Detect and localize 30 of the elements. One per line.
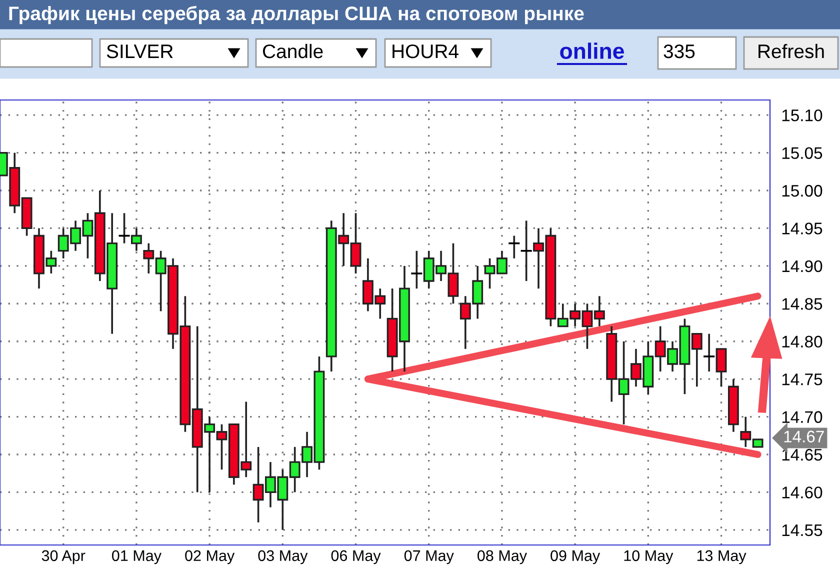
- x-tick-label: 30 Apr: [42, 550, 86, 564]
- x-tick-label: 02 May: [185, 550, 235, 564]
- text: 14.67: [784, 430, 824, 442]
- text: Refresh: [758, 44, 824, 58]
- y-tick-label: 14.85: [782, 298, 822, 310]
- x-tick-label: 03 May: [258, 550, 308, 564]
- y-tick-label: 15.10: [782, 109, 822, 122]
- text: online: [560, 42, 624, 59]
- x-tick-label: 01 May: [112, 550, 162, 564]
- x-tick-label: 10 May: [624, 550, 674, 564]
- y-tick-label: 14.95: [782, 222, 822, 234]
- y-tick-label: 14.70: [782, 411, 822, 423]
- y-tick-label: 14.75: [782, 374, 822, 386]
- x-tick-label: 08 May: [478, 550, 527, 564]
- y-tick-label: 15.00: [782, 184, 822, 197]
- x-tick-label: 06 May: [331, 550, 381, 564]
- text: Candle: [262, 44, 323, 58]
- x-tick-label: 07 May: [404, 550, 454, 564]
- x-tick-label: 13 May: [697, 550, 746, 564]
- y-tick-label: 14.80: [782, 336, 822, 348]
- x-tick-label: 09 May: [550, 550, 600, 564]
- y-tick-label: 14.60: [782, 486, 822, 498]
- y-tick-label: 14.55: [782, 524, 822, 536]
- text: SILVER: [106, 44, 173, 58]
- y-tick-label: 15.05: [782, 147, 822, 159]
- y-tick-label: 14.65: [782, 448, 822, 461]
- y-tick-label: 14.90: [782, 260, 822, 272]
- text: HOUR4: [392, 44, 458, 58]
- text: 335: [664, 44, 695, 58]
- chart-title: График цены серебра за доллары США на спотовом рынке: [9, 6, 584, 24]
